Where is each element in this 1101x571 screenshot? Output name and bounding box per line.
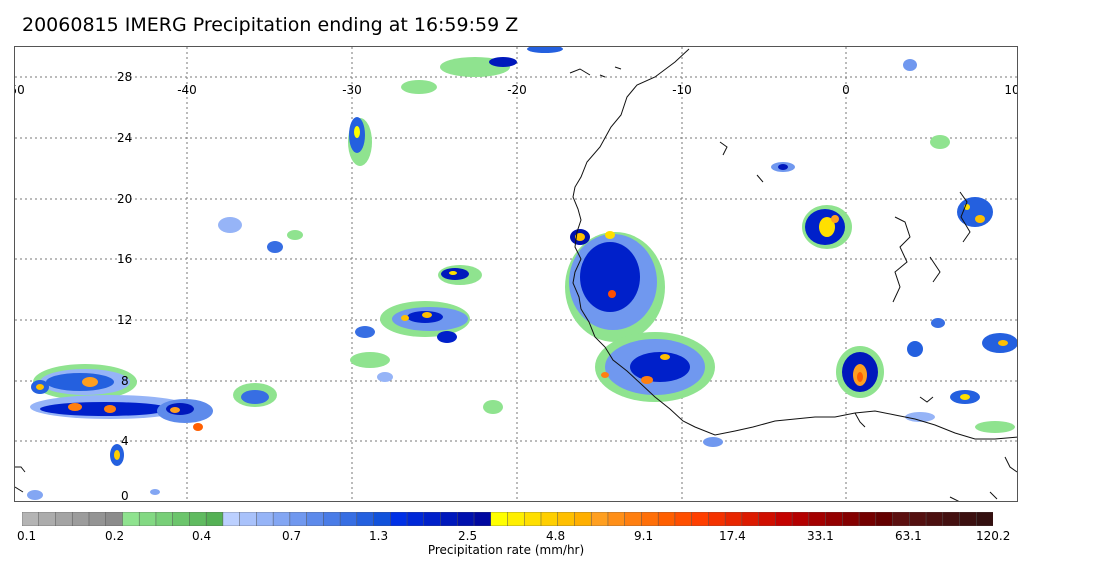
colorbar-tick-label: 17.4 [719,529,746,543]
colorbar-swatch [892,512,910,526]
map-gridlines [15,47,1017,501]
colorbar-swatch [306,512,324,526]
colorbar-swatch [791,512,810,526]
colorbar-swatch [323,512,341,526]
colorbar-swatch [423,512,442,526]
map-title: 20060815 IMERG Precipitation ending at 1… [22,14,519,36]
colorbar-swatch [657,512,676,526]
colorbar-swatch [574,512,592,526]
colorbar-swatch [909,512,927,526]
colorbar-swatch [138,512,157,526]
lon-tick-label: -30 [342,83,362,97]
colorbar-title: Precipitation rate (mm/hr) [427,543,585,557]
colorbar-swatch [88,512,107,526]
colorbar-swatch [339,512,358,526]
colorbar-tick-label: 0.7 [282,529,302,543]
colorbar-swatch [205,512,224,526]
lon-tick-label: 0 [842,83,850,97]
colorbar-swatch [155,512,174,526]
lat-tick-label: 20 [117,192,132,206]
lon-tick-label: -40 [177,83,197,97]
colorbar-swatch [172,512,190,526]
colorbar-tick-label: 0.2 [105,529,125,543]
colorbar-tick-label: 33.1 [807,529,834,543]
colorbar-swatch [22,512,40,526]
lat-tick-label: 8 [121,374,129,388]
colorbar-swatch [507,512,525,526]
lat-tick-label: 4 [121,434,129,448]
colorbar-swatch [71,512,90,526]
colorbar-swatch [390,512,408,526]
colorbar-swatch [825,512,843,526]
colorbar-swatch [38,512,57,526]
colorbar-tick-label: 2.5 [458,529,478,543]
colorbar-swatch [858,512,877,526]
colorbar-swatch [976,512,993,526]
lat-tick-label: 12 [117,313,132,327]
colorbar-swatch [356,512,375,526]
colorbar-swatch [942,512,961,526]
colorbar-swatch [708,512,726,526]
colorbar-swatch [875,512,894,526]
colorbar-swatch [641,512,659,526]
colorbar-tick-label: 9.1 [634,529,654,543]
colorbar-swatch [540,512,559,526]
colorbar-swatch [842,512,860,526]
colorbar-swatch [122,512,140,526]
colorbar-tick-label: 63.1 [895,529,922,543]
colorbar-swatch [674,512,693,526]
precipitation-cells [27,47,1017,500]
colorbar-tick-label: 0.1 [17,529,37,543]
colorbar-swatch [406,512,425,526]
colorbar-swatch [523,512,542,526]
colorbar-swatch [925,512,944,526]
colorbar-swatch [289,512,308,526]
lat-tick-label: 28 [117,70,132,84]
colorbar-tick-label: 0.4 [192,529,212,543]
colorbar-swatch [691,512,709,526]
colorbar-swatch [607,512,626,526]
colorbar-swatch [959,512,977,526]
lat-tick-label: 16 [117,252,132,266]
colorbar-swatch [239,512,257,526]
colorbar-swatch [775,512,793,526]
colorbar-swatch [272,512,291,526]
colorbar-tick-label: 120.2 [976,529,1011,543]
colorbar-swatch [590,512,609,526]
colorbar-swatch [105,512,123,526]
colorbar-swatch [440,512,458,526]
lon-tick-label: 10 [1004,83,1018,97]
colorbar-swatch [55,512,73,526]
lon-tick-label: -50 [15,83,25,97]
colorbar-swatch [457,512,475,526]
colorbar-swatch [758,512,776,526]
colorbar-swatch [741,512,760,526]
lon-tick-label: -20 [507,83,527,97]
colorbar-tick-label: 1.3 [369,529,389,543]
lat-tick-label: 24 [117,131,132,145]
colorbar-swatch [256,512,274,526]
colorbar-swatch [473,512,492,526]
colorbar-swatch [222,512,241,526]
lat-tick-label: 0 [121,489,129,502]
colorbar-swatch [373,512,391,526]
lon-tick-label: -10 [672,83,692,97]
colorbar-swatch [724,512,743,526]
map-tick-labels: -50 -40 -30 -20 -10 0 10 28 24 20 16 12 … [15,70,1018,502]
colorbar-swatch [624,512,642,526]
colorbar-swatch [808,512,827,526]
precipitation-colorbar [22,512,993,526]
coastlines [15,48,1017,501]
colorbar-swatch [490,512,509,526]
colorbar-swatch [557,512,576,526]
colorbar-swatch [189,512,207,526]
colorbar-tick-label: 4.8 [546,529,566,543]
precipitation-map: -50 -40 -30 -20 -10 0 10 28 24 20 16 12 … [14,46,1018,502]
